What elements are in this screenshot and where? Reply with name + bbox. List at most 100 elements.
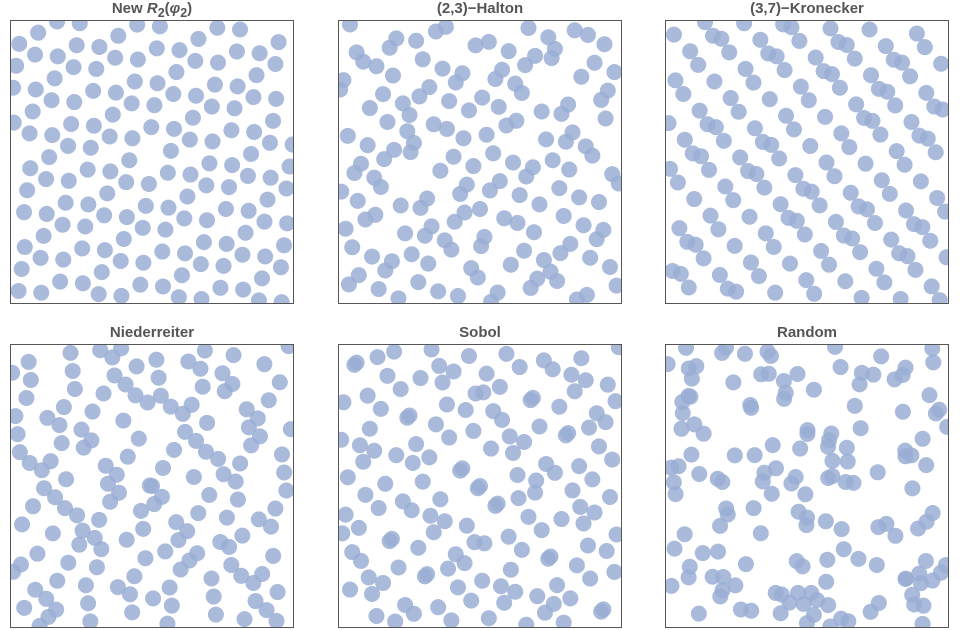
data-point — [873, 348, 890, 365]
data-point — [177, 423, 194, 440]
data-point — [896, 156, 913, 173]
data-point — [531, 196, 548, 213]
data-point — [140, 175, 157, 192]
data-point — [796, 226, 813, 243]
data-point — [416, 227, 433, 244]
data-point — [551, 398, 568, 415]
data-point — [540, 550, 557, 567]
data-point — [346, 356, 363, 373]
data-point — [610, 175, 621, 192]
data-point — [377, 262, 394, 279]
data-point — [181, 131, 198, 148]
data-point — [172, 561, 189, 578]
data-point — [416, 568, 433, 585]
data-point — [443, 241, 460, 258]
data-point — [538, 131, 555, 148]
data-point — [455, 130, 472, 147]
data-point — [229, 491, 246, 508]
data-point — [577, 372, 594, 389]
data-point — [234, 527, 251, 544]
data-point — [501, 428, 518, 445]
data-point — [397, 225, 414, 242]
data-point — [757, 225, 774, 242]
data-point — [168, 514, 185, 531]
title-part: New — [111, 0, 147, 17]
data-point — [835, 541, 852, 558]
data-point — [457, 401, 474, 418]
data-point — [369, 349, 386, 366]
data-point — [83, 432, 100, 449]
data-point — [726, 237, 743, 254]
data-point — [170, 289, 187, 303]
data-point — [157, 543, 174, 560]
data-point — [247, 593, 264, 610]
data-point — [339, 81, 349, 98]
data-point — [566, 22, 583, 39]
data-point — [601, 259, 618, 276]
data-point — [234, 246, 251, 263]
data-point — [862, 67, 879, 84]
data-point — [807, 49, 824, 66]
data-point — [408, 32, 425, 49]
data-point — [780, 209, 797, 226]
data-point — [586, 54, 603, 71]
data-point — [349, 192, 366, 209]
data-point — [85, 117, 102, 134]
data-point — [487, 497, 504, 514]
data-point — [805, 381, 822, 398]
data-point — [509, 214, 526, 231]
data-point — [150, 369, 167, 386]
data-point — [233, 567, 250, 584]
data-point — [792, 440, 809, 457]
data-point — [48, 601, 65, 618]
data-point — [159, 615, 176, 627]
data-point — [117, 376, 134, 393]
data-point — [802, 137, 819, 154]
data-point — [449, 579, 466, 596]
data-point — [756, 179, 773, 196]
data-point — [46, 70, 63, 87]
data-point — [765, 238, 782, 255]
data-point — [353, 552, 370, 569]
data-point — [376, 151, 393, 168]
data-point — [47, 489, 64, 506]
data-point — [722, 90, 739, 107]
title-part: 2 — [157, 6, 165, 20]
data-point — [790, 584, 807, 601]
data-point — [737, 60, 754, 77]
data-point — [608, 277, 621, 294]
data-point — [763, 485, 780, 502]
data-point — [245, 575, 262, 592]
data-point — [93, 264, 110, 281]
data-point — [671, 220, 688, 237]
data-point — [32, 249, 49, 266]
data-point — [496, 210, 513, 227]
data-point — [38, 171, 55, 188]
data-point — [91, 511, 108, 528]
data-point — [82, 139, 99, 156]
data-point — [280, 345, 293, 355]
data-point — [712, 517, 729, 534]
data-point — [276, 464, 293, 481]
data-point — [562, 590, 579, 607]
data-point — [342, 581, 359, 598]
data-point — [41, 149, 58, 166]
data-point — [904, 480, 921, 497]
data-point — [361, 420, 378, 437]
data-point — [750, 268, 767, 285]
data-point — [885, 51, 902, 68]
data-point — [557, 133, 574, 150]
data-point — [119, 448, 136, 465]
data-point — [850, 198, 867, 215]
data-point — [27, 581, 44, 598]
data-point — [19, 182, 36, 199]
data-point — [911, 127, 928, 144]
data-point — [827, 345, 844, 355]
data-point — [93, 541, 110, 558]
data-point — [571, 458, 588, 475]
data-point — [760, 365, 777, 382]
data-point — [494, 411, 511, 428]
data-point — [870, 80, 887, 97]
data-point — [112, 252, 129, 269]
data-point — [924, 504, 941, 521]
